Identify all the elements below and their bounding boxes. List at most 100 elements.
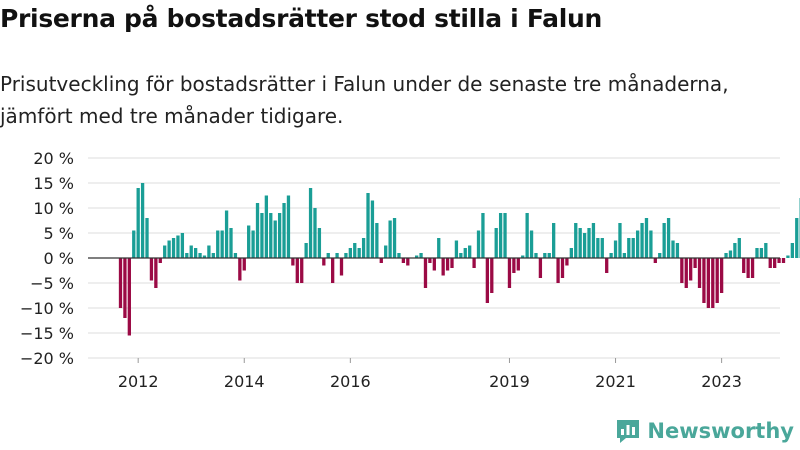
bar: [640, 223, 644, 258]
bar: [326, 253, 330, 258]
bar: [521, 255, 525, 258]
bar: [132, 230, 136, 258]
bar: [689, 258, 693, 281]
bar: [260, 213, 264, 258]
bar: [348, 248, 352, 258]
bar: [653, 258, 657, 263]
bar: [768, 258, 772, 268]
bar: [344, 253, 348, 258]
bar: [335, 253, 339, 258]
bar: [790, 243, 794, 258]
bar: [503, 213, 507, 258]
bar: [490, 258, 494, 293]
x-tick-label: 2021: [595, 372, 636, 391]
bar: [547, 253, 551, 258]
bar: [450, 258, 454, 268]
bar: [193, 248, 198, 258]
y-tick-label: −15 %: [20, 324, 74, 343]
bar: [777, 258, 781, 263]
newsworthy-logo: Newsworthy: [615, 418, 794, 444]
bar: [697, 258, 702, 288]
y-tick-label: 15 %: [33, 174, 74, 193]
bar: [445, 258, 450, 271]
bar: [764, 243, 768, 258]
bar: [441, 258, 445, 276]
bar: [251, 230, 255, 258]
bar: [582, 233, 587, 258]
bar: [613, 240, 618, 258]
newsworthy-logo-text: Newsworthy: [647, 419, 794, 443]
bar: [759, 248, 764, 258]
bar: [140, 183, 145, 258]
bar: [406, 258, 410, 266]
bar: [719, 258, 724, 293]
bar: [308, 188, 313, 258]
bar: [379, 258, 383, 263]
bar: [485, 258, 490, 303]
bar: [781, 258, 786, 263]
bar: [742, 258, 746, 273]
bar: [671, 240, 675, 258]
bar: [255, 203, 260, 258]
bar: [136, 188, 140, 258]
bar: [437, 238, 441, 258]
bar: [216, 230, 220, 258]
bar: [264, 195, 269, 258]
bar: [662, 223, 666, 258]
bar: [622, 253, 627, 258]
bar: [202, 255, 207, 258]
bar: [291, 258, 295, 266]
bar: [587, 228, 591, 258]
bar: [375, 223, 379, 258]
bar: [693, 258, 697, 268]
chart-title: Priserna på bostadsrätter stod stilla i …: [0, 4, 603, 33]
bar: [746, 258, 750, 278]
bar: [472, 258, 476, 268]
bar: [423, 258, 428, 288]
y-tick-label: −10 %: [20, 299, 74, 318]
bar: [534, 253, 538, 258]
bar: [392, 218, 397, 258]
bar: [569, 248, 573, 258]
bar: [233, 253, 238, 258]
bar: [127, 258, 131, 336]
bar: [454, 240, 459, 258]
bar: [560, 258, 565, 278]
newsworthy-logo-icon: [617, 420, 640, 443]
bar: [512, 258, 516, 273]
y-tick-label: −20 %: [20, 349, 74, 368]
bar: [282, 203, 286, 258]
bar: [476, 230, 481, 258]
bar: [269, 213, 273, 258]
bar: [145, 218, 149, 258]
x-tick-label: 2016: [330, 372, 371, 391]
bar: [419, 253, 423, 258]
bar: [644, 218, 649, 258]
chart-subtitle: Prisutveckling för bostadsrätter i Falun…: [0, 72, 729, 128]
bar: [552, 223, 556, 258]
bar: [574, 223, 578, 258]
y-tick-label: 20 %: [33, 149, 74, 168]
bar: [149, 258, 154, 281]
bar: [481, 213, 485, 258]
bar: [286, 195, 291, 258]
bar: [361, 238, 366, 258]
bar: [529, 230, 534, 258]
bar: [605, 258, 609, 273]
bar: [185, 253, 189, 258]
bar: [229, 228, 233, 258]
bar: [207, 245, 211, 258]
x-tick-label: 2012: [118, 372, 159, 391]
bar: [313, 208, 317, 258]
bar: [702, 258, 706, 303]
bar: [295, 258, 299, 283]
bar: [565, 258, 569, 266]
bar: [724, 253, 728, 258]
x-tick-label: 2014: [224, 372, 265, 391]
bar: [370, 200, 375, 258]
bar: [706, 258, 711, 308]
bar: [167, 240, 171, 258]
bar: [680, 258, 684, 283]
bar: [118, 258, 123, 308]
